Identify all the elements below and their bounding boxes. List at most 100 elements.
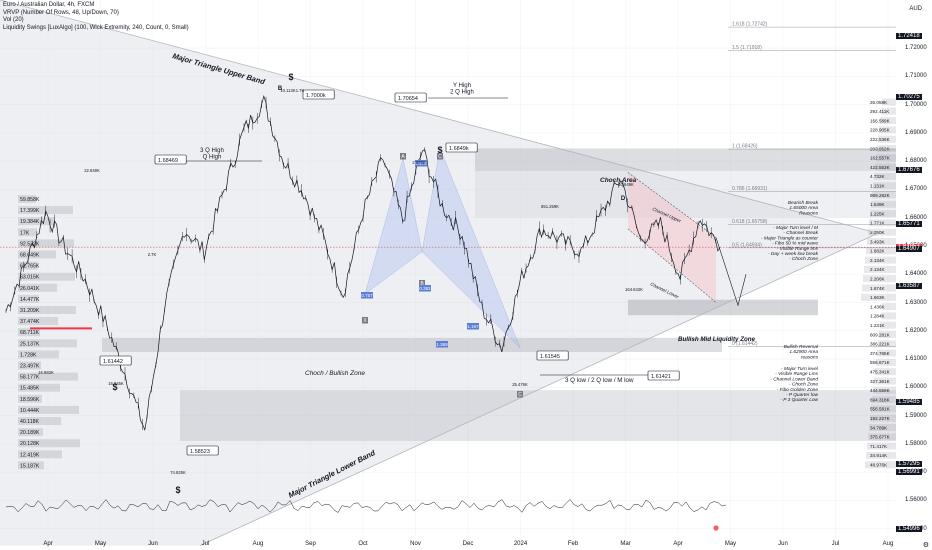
swing-volume-6: 164.642K [625,287,643,292]
price-tick-label: 1.62000 [905,327,927,334]
vrvp-right-bar-32 [872,396,896,404]
price-tag: 1.63587 [896,282,922,289]
vrvp-right-label-29: 475.341K [870,370,891,375]
choch-area-label: Choch Area [600,177,637,184]
level-box-1-58523-box [186,445,219,456]
level-box-1-61442: 1.61442 [99,355,132,366]
fib-level-label-1: 1.5 (1.71918) [732,45,762,51]
vrvp-right-label-11: 1.549K [870,202,885,207]
vrvp-right-bar-36 [868,433,896,441]
vrvp-left-label-23: 12.419K [20,452,40,458]
time-tick-label: Jun [148,541,158,547]
vrvp-right-label-13: 1.771K [870,221,885,226]
level-box-1-6849k-box [445,142,478,153]
time-tick-label: Jul [201,541,210,547]
vrvp-left-bar-7 [18,272,75,281]
time-tick-label: Feb [567,541,579,547]
grid [0,0,896,540]
price-tick-label: 1.69000 [905,129,927,136]
lower-support-zone [180,390,896,442]
price-tag: 1.64907 [896,245,922,252]
level-box-1-6849k: 1.6849k [445,142,478,153]
indicator-vrvp[interactable]: VRVP (Number Of Rows, 48, Up/Down, 70) [3,9,119,16]
level-box-1-61442-text: 1.61442 [103,359,123,365]
vrvp-right-label-30: 327.361K [870,379,891,384]
level-box-1-7000k-box [302,89,335,100]
vrvp-right-label-36: 375.677K [870,435,891,440]
vrvp-left-label-12: 68.711K [20,330,39,336]
price-tag: 1.56991 [896,469,922,476]
bullish-reversal-label: Bullish Reversal 1.62900 Area reasons [784,344,819,360]
price-tick-label: 1.66000 [905,214,927,221]
vrvp-right-bar-28 [876,358,896,366]
channel-upper-line [627,172,717,238]
swing-volume-8: 25.476K [512,382,528,387]
vrvp-right-bar-16 [866,247,896,255]
swing-volume-2: 74.825K [170,470,186,475]
indicator-volume[interactable]: Vol (20) [3,17,24,23]
vrvp-left-label-14: 1.728K [20,352,37,358]
harmonic-point-3: C [438,154,442,160]
level-box-1-70654-box [394,92,427,103]
harmonic-ratio-box-3 [415,160,427,167]
time-tick-label: Dec [462,541,474,547]
vrvp-right-bar-39 [865,461,896,469]
dollar-sign-1: $ [437,145,442,155]
price-axis[interactable]: 1.72000 1.71000 1.70000 1.69000 1.68000 1.670… [896,0,932,540]
vrvp-right-bar-2 [880,117,896,125]
indicator-liquidity-swings[interactable]: Liquidity Swings [LuxAlgo] (100, Wick Ex… [3,24,189,31]
choch-bullish-zone [102,337,722,352]
vrvp-left-label-7: 63.015K [20,275,40,281]
vrvp-right-label-8: 4.732K [870,174,885,179]
vrvp-right-bar-10 [872,191,896,199]
vrvp-right-bar-14 [868,228,896,236]
choch-area-lower-zone [475,171,896,218]
price-tick-label: 1.58000 [905,440,927,447]
fib-level-label-4: 0.618 (1.65758) [732,219,768,225]
price-tag: 1.67676 [896,167,922,174]
symbol-title[interactable]: Euro / Australian Dollar, 4h, FXCM [3,2,95,8]
vrvp-right-label-18: 2.134K [870,267,885,272]
vrvp-right-label-2: 166.589K [870,118,891,123]
vrvp-right-label-26: 386.221K [870,342,891,347]
volume-line [5,499,727,513]
vrvp-right-label-33: 556.581K [870,407,891,412]
vrvp-right-label-35: 34.789K [870,425,888,430]
harmonic-point-2: B [420,281,424,287]
bullish-reasons-label: - Major Turn level - Visible Range Lms - C… [770,366,819,403]
price-tag: 1.59485 [896,398,922,405]
vrvp-left-bar-22 [18,439,80,448]
liquidity-zone-label: Bullish Mid Liquidity Zone [678,336,756,343]
harmonic-point-box-4 [517,391,523,398]
price-tag: 1.72418 [896,33,922,40]
vrvp-left-label-3: 17K [20,230,30,236]
vrvp-left-label-18: 18.596K [20,397,40,403]
vrvp-left-label-0: 59.858K [20,197,40,203]
level-box-1-6849k-text: 1.6849k [449,146,469,152]
settings-gear-icon[interactable]: ⚙ [922,542,929,549]
vrvp-right-label-27: 374.765K [870,351,891,356]
vrvp-right-label-7: 422.553K [870,165,891,170]
vrvp-right-bar-20 [862,284,896,292]
vrvp-right-label-24: 1.231K [870,323,885,328]
vrvp-left-bar-3 [18,228,37,237]
time-axis[interactable]: Apr May Jun Jul Aug Sep Oct Nov Dec 2024 Feb Mar Apr… [0,540,896,550]
vrvp-right-bar-3 [879,126,896,134]
channel-lower-line [627,228,717,303]
vrvp-left-label-1: 17.399K [20,208,40,214]
price-tick-label: 1.70000 [905,101,927,108]
time-tick-label: Jul [831,541,840,547]
vrvp-left-bar-19 [18,405,79,414]
level-box-1-68469-box [154,154,187,165]
vrvp-right-bar-31 [873,386,896,394]
harmonic-point-4: C [518,392,522,398]
vrvp-right-bar-4 [878,135,896,143]
q3-low-label: 3 Q low / 2 Q low / M low [565,377,634,384]
swing-volume-5: 16.845K [108,381,124,386]
harmonic-point-d: D [621,196,626,202]
price-tag: 1.70275 [896,93,922,100]
vrvp-left-bar-23 [18,450,62,459]
vrvp-right-bar-9 [873,182,896,190]
harmonic-point-box-0 [400,153,406,160]
